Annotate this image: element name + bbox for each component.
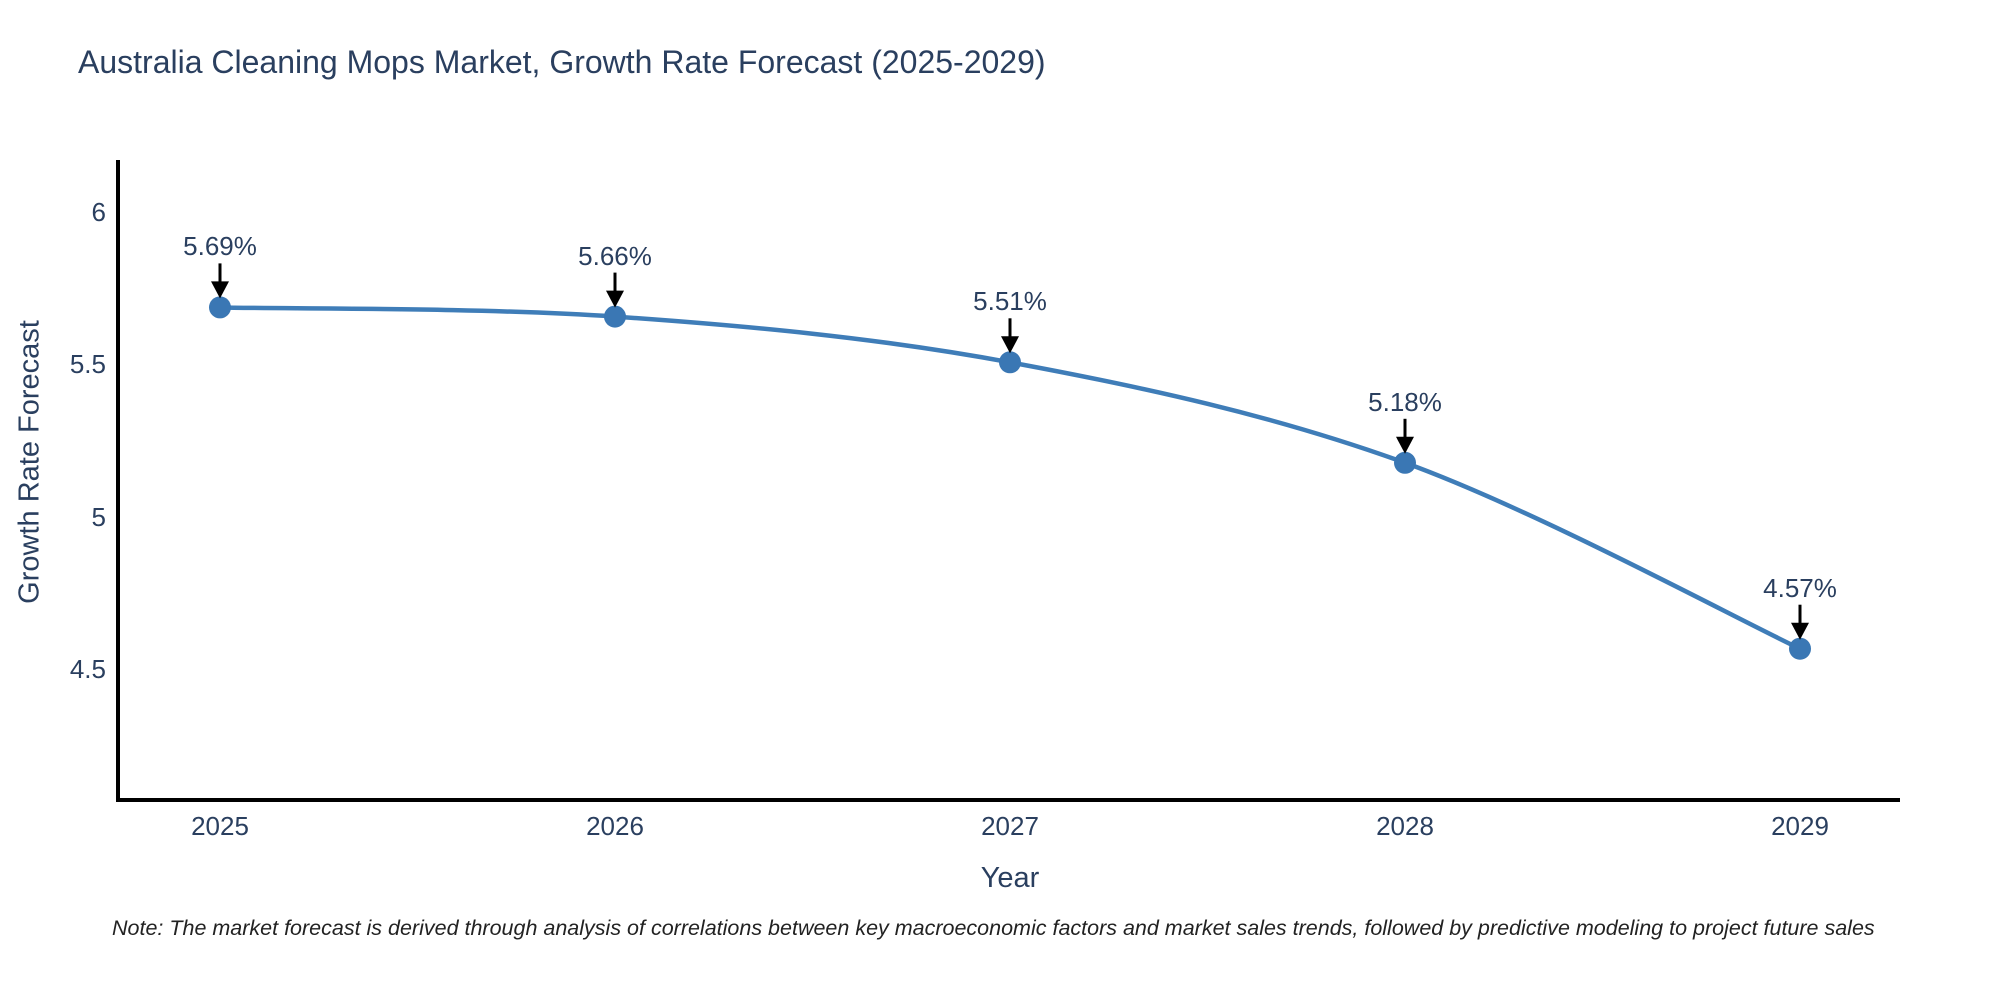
data-point-marker-2029 <box>1789 637 1811 660</box>
data-point-marker-2027 <box>999 351 1021 374</box>
y-tick-label: 5 <box>91 501 106 532</box>
x-tick-label: 2026 <box>586 811 644 841</box>
data-point-label: 5.18% <box>1368 386 1442 417</box>
x-tick-label: 2029 <box>1771 811 1829 841</box>
annotation-arrowhead-icon <box>1791 622 1809 640</box>
data-point-marker-2026 <box>604 305 626 328</box>
y-tick-label: 6 <box>91 197 106 227</box>
footnote: Note: The market forecast is derived thr… <box>112 916 1875 940</box>
y-tick-label: 4.5 <box>69 654 106 684</box>
annotation-arrowhead-icon <box>606 290 624 308</box>
y-axis-title: Growth Rate Forecast <box>13 320 46 604</box>
data-point-marker-2028 <box>1394 451 1416 474</box>
annotation-arrowhead-icon <box>1001 336 1019 354</box>
x-tick-label: 2025 <box>191 811 249 841</box>
x-tick-label: 2028 <box>1376 811 1434 841</box>
x-tick-label: 2027 <box>981 811 1039 841</box>
data-point-marker-2025 <box>209 296 231 319</box>
x-axis-title: Year <box>980 862 1040 894</box>
data-point-label: 4.57% <box>1763 572 1837 603</box>
annotation-arrowhead-icon <box>211 281 229 299</box>
y-tick-label: 5.5 <box>69 349 106 380</box>
data-point-label: 5.51% <box>973 286 1047 317</box>
annotation-arrowhead-icon <box>1396 436 1414 454</box>
chart-title: Australia Cleaning Mops Market, Growth R… <box>78 44 1046 80</box>
data-point-label: 5.69% <box>183 231 257 262</box>
data-point-label: 5.66% <box>578 240 652 271</box>
